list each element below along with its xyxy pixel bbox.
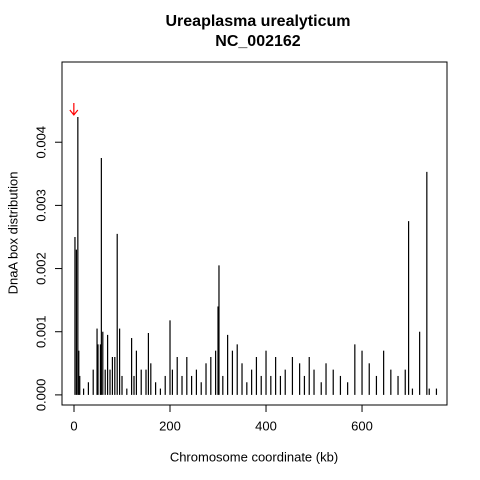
- x-tick-label: 600: [351, 418, 373, 433]
- y-tick-label: 0.000: [33, 379, 48, 412]
- y-tick-label: 0.002: [33, 252, 48, 285]
- x-tick-label: 400: [255, 418, 277, 433]
- origin-arrow: [69, 102, 79, 116]
- plot-frame: [61, 61, 448, 406]
- x-tick-label: 200: [159, 418, 181, 433]
- x-tick-label: 0: [70, 418, 77, 433]
- y-axis-label: DnaA box distribution: [5, 172, 20, 295]
- x-axis-label: Chromosome coordinate (kb): [170, 449, 338, 464]
- chart-subtitle: NC_002162: [215, 33, 301, 50]
- chart-title: Ureaplasma urealyticum: [166, 13, 351, 30]
- y-tick-label: 0.003: [33, 189, 48, 222]
- y-tick-label: 0.004: [33, 126, 48, 159]
- y-tick-label: 0.001: [33, 315, 48, 348]
